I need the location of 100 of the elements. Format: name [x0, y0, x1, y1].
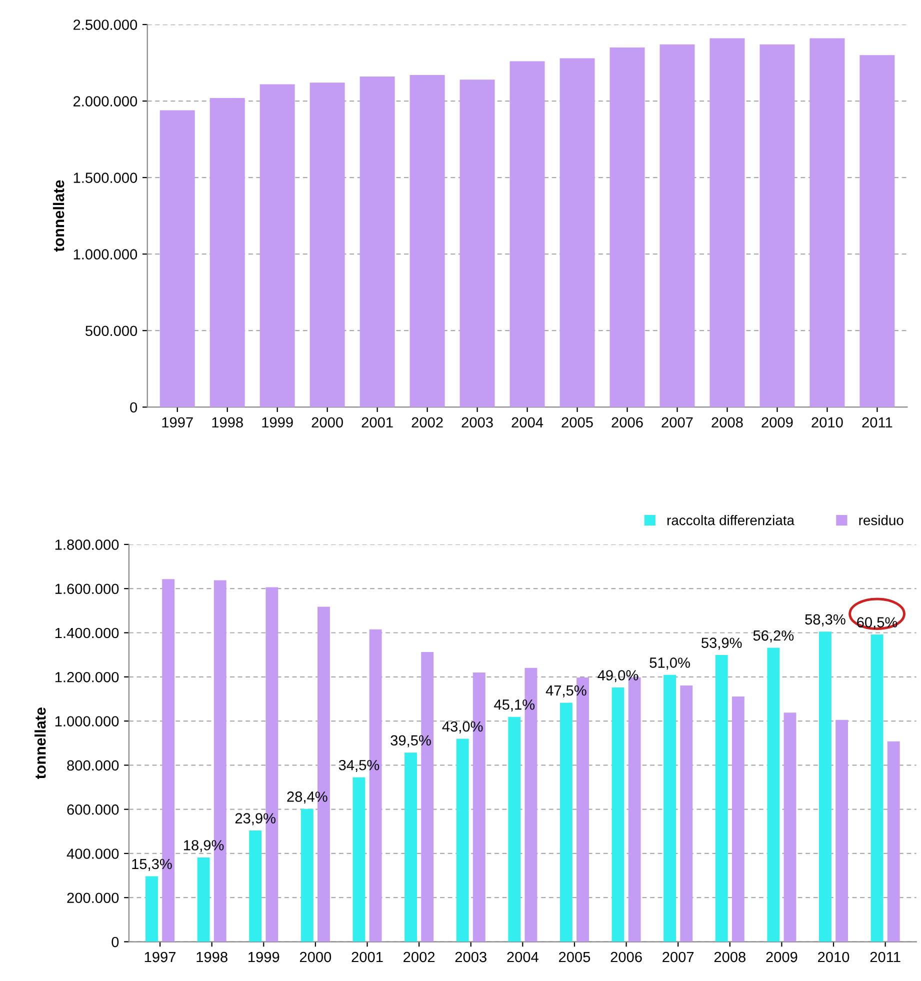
- annotation: 28,4%: [287, 792, 328, 804]
- annotation: 47,5%: [546, 685, 586, 698]
- bar: [784, 712, 796, 942]
- bar: [664, 674, 676, 942]
- x-tick-label: 1999: [262, 417, 293, 428]
- y-tick-label: 1.000.000: [55, 716, 119, 726]
- x-tick-label: 2011: [862, 417, 892, 428]
- y-tick-label: 1.400.000: [55, 628, 119, 638]
- x-tick-label: 1998: [212, 417, 243, 428]
- bar: [249, 830, 262, 942]
- bar: [887, 741, 900, 942]
- y-tick-label: 800.000: [67, 760, 119, 771]
- x-tick-label: 2007: [662, 952, 694, 962]
- annotation: 58,3%: [805, 614, 846, 626]
- bar: [508, 716, 521, 942]
- x-tick-label: 2000: [300, 952, 332, 962]
- annotation: 43,0%: [442, 721, 483, 734]
- y-tick-label: 0: [112, 936, 119, 948]
- bar: [870, 634, 884, 942]
- x-tick-label: 2006: [610, 952, 642, 962]
- bar: [560, 702, 572, 942]
- y-tick-label: 2.000.000: [74, 96, 138, 106]
- y-axis-title: tonnellate: [34, 708, 46, 779]
- bar: [819, 632, 832, 942]
- bar: [610, 47, 645, 408]
- bar: [300, 808, 314, 942]
- x-tick-label: 2000: [312, 417, 343, 428]
- bar: [860, 55, 895, 408]
- bar: [456, 738, 469, 942]
- x-tick-label: 2011: [870, 952, 900, 962]
- x-tick-label: 2004: [507, 952, 538, 962]
- y-tick-label: 600.000: [67, 804, 119, 815]
- annotation: 18,9%: [184, 840, 224, 852]
- y-tick-label: 1.200.000: [55, 672, 119, 682]
- bar: [410, 75, 445, 408]
- bar: [836, 720, 848, 942]
- x-tick-label: 2008: [712, 417, 743, 428]
- bar: [810, 38, 845, 408]
- bar: [146, 876, 158, 942]
- x-tick-label: 2009: [762, 417, 793, 428]
- annotation: 45,1%: [494, 700, 535, 712]
- x-tick-label: 2005: [562, 417, 593, 428]
- bar: [680, 686, 693, 942]
- bar: [767, 648, 780, 942]
- annotation: 23,9%: [235, 813, 276, 826]
- x-tick-label: 1997: [162, 417, 193, 428]
- bar: [404, 752, 417, 942]
- x-tick-label: 2004: [512, 417, 544, 428]
- bar: [510, 61, 545, 408]
- bar: [715, 655, 728, 942]
- x-tick-label: 2009: [766, 952, 798, 962]
- y-tick-label: 0: [130, 402, 138, 413]
- bar: [260, 84, 295, 408]
- x-tick-label: 1997: [144, 952, 176, 962]
- annotation: 53,9%: [702, 638, 742, 650]
- bar: [560, 58, 595, 408]
- y-tick-label: 400.000: [66, 848, 119, 859]
- bar: [612, 687, 624, 942]
- bar: [197, 857, 210, 942]
- y-tick-label: 1.500.000: [74, 172, 138, 183]
- bar: [660, 44, 695, 408]
- x-tick-label: 2001: [352, 952, 383, 962]
- annotation: 39,5%: [390, 735, 431, 748]
- y-tick-label: 2.500.000: [74, 20, 138, 30]
- y-axis-title: tonnellate: [52, 180, 64, 252]
- x-tick-label: 2002: [412, 417, 443, 428]
- x-tick-label: 2010: [818, 952, 850, 962]
- legend-label: raccolta differenziata: [667, 515, 794, 526]
- x-tick-label: 2006: [612, 417, 643, 428]
- bar: [710, 38, 745, 408]
- x-tick-label: 1999: [248, 952, 280, 962]
- x-tick-label: 2001: [362, 417, 393, 428]
- y-tick-label: 1.000.000: [74, 249, 138, 260]
- annotation: 51,0%: [650, 658, 690, 670]
- bar: [160, 110, 195, 408]
- legend-label: residuo: [859, 515, 904, 526]
- annotation: 60,5%: [857, 617, 898, 630]
- x-tick-label: 2010: [812, 417, 843, 428]
- x-tick-label: 2002: [404, 952, 435, 962]
- annotation: 34,5%: [338, 760, 380, 772]
- annotation: 49,0%: [598, 670, 638, 682]
- x-tick-label: 2005: [558, 952, 590, 962]
- x-tick-label: 2007: [662, 417, 693, 428]
- bar: [732, 696, 744, 942]
- annotation: 15,3%: [132, 858, 172, 871]
- bar: [360, 76, 395, 408]
- y-tick-label: 500.000: [86, 326, 138, 336]
- y-tick-label: 1.800.000: [55, 540, 119, 550]
- y-tick-label: 1.600.000: [55, 584, 119, 594]
- bar: [760, 44, 795, 408]
- bar: [352, 777, 366, 942]
- x-tick-label: 2003: [462, 417, 493, 428]
- bar: [310, 82, 345, 408]
- annotation: 56,2%: [753, 630, 794, 642]
- bar: [210, 98, 245, 408]
- x-tick-label: 1998: [196, 952, 228, 962]
- x-tick-label: 2008: [714, 952, 746, 962]
- bar: [460, 80, 495, 408]
- x-tick-label: 2003: [455, 952, 486, 962]
- y-tick-label: 200.000: [67, 892, 119, 904]
